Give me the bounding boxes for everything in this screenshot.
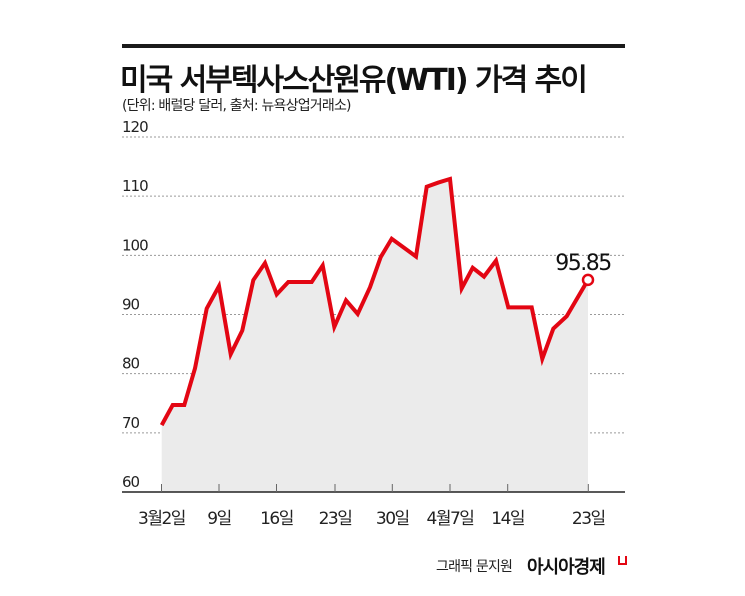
- x-tick-label: 23일: [572, 509, 605, 529]
- y-tick-label: 60: [122, 473, 140, 491]
- price-line: [159, 176, 590, 427]
- y-axis-labels: 60 70 80 90 100 110 120: [122, 118, 149, 491]
- x-tick-label: 14일: [491, 509, 524, 529]
- graphic-credit: 그래픽 문지원: [436, 559, 513, 575]
- x-tick-label: 16일: [260, 509, 293, 529]
- x-tick-label: 3월2일: [138, 509, 185, 529]
- x-tick-label: 30일: [376, 509, 409, 529]
- x-tick-label: 9일: [207, 509, 230, 529]
- y-tick-label: 120: [122, 118, 148, 136]
- x-tick-label: 4월7일: [427, 509, 474, 529]
- area-fill: [161, 179, 588, 492]
- chart-subtitle: (단위: 배럴당 달러, 출처: 뉴욕상업거래소): [122, 98, 352, 114]
- y-tick-label: 100: [122, 236, 148, 254]
- end-value-label: 95.85: [555, 251, 611, 276]
- x-axis-ticks: [161, 484, 589, 492]
- brand-logo: 아시아경제: [527, 557, 606, 578]
- x-axis-labels: 3월2일 9일 16일 23일 30일 4월7일 14일 23일: [138, 509, 606, 529]
- top-rule: [122, 44, 625, 48]
- y-tick-label: 110: [122, 177, 148, 195]
- brand-mark-icon: [618, 556, 627, 565]
- y-tick-label: 70: [122, 414, 140, 432]
- chart-title: 미국 서부텍사스산원유(WTI) 가격 추이: [120, 63, 588, 98]
- x-tick-label: 23일: [319, 509, 352, 529]
- y-tick-label: 80: [122, 355, 140, 373]
- end-point-marker: [581, 273, 595, 287]
- y-tick-label: 90: [122, 296, 140, 314]
